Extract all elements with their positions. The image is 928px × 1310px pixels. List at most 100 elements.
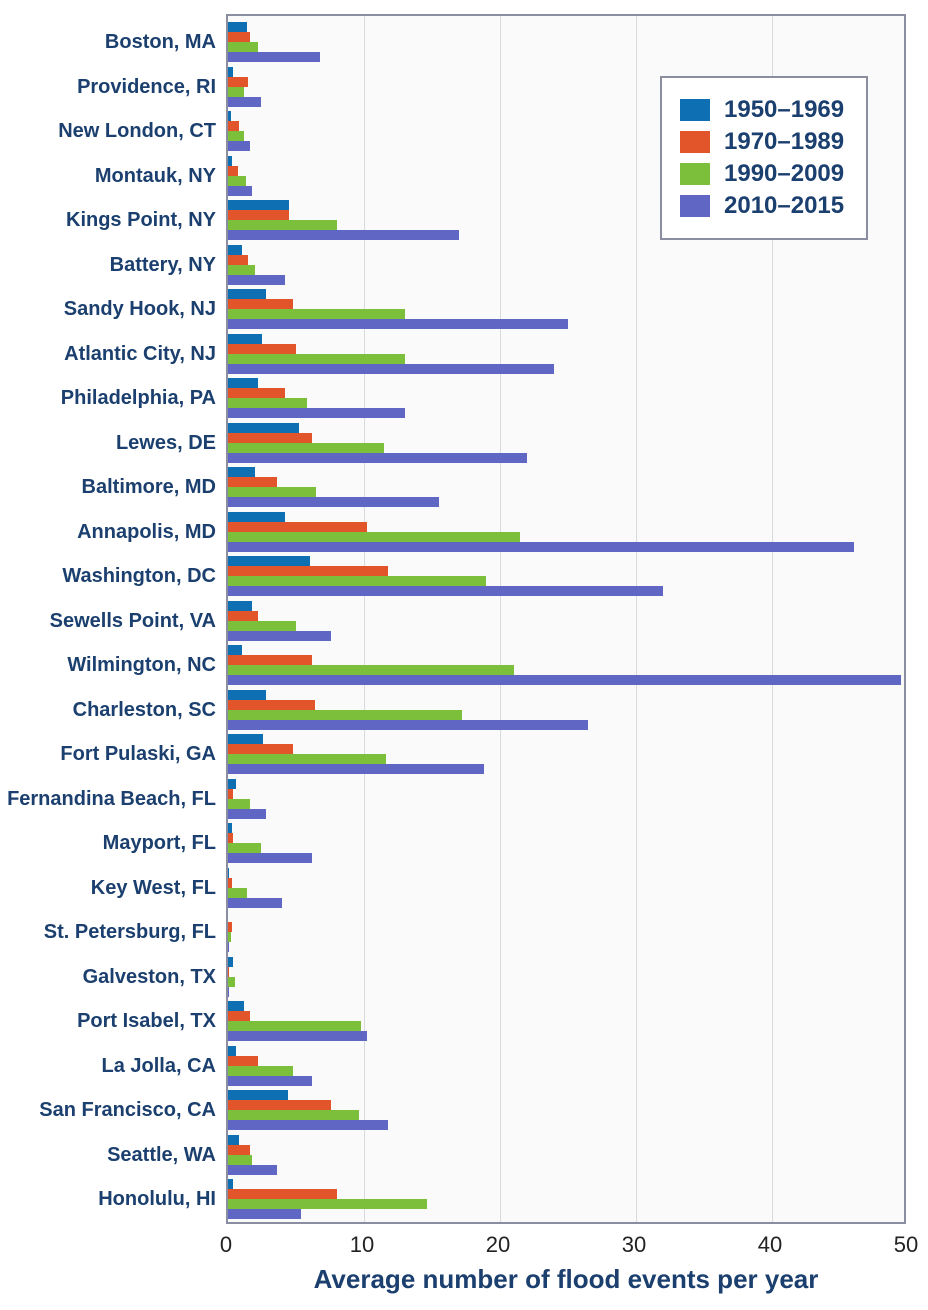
bar — [228, 690, 266, 700]
bar — [228, 1046, 236, 1056]
category-label: Key West, FL — [91, 878, 228, 898]
bar — [228, 477, 277, 487]
bar — [228, 586, 663, 596]
bar — [228, 52, 320, 62]
bar — [228, 1209, 301, 1219]
bar — [228, 77, 248, 87]
bar — [228, 734, 263, 744]
bar — [228, 398, 307, 408]
x-tick-label: 20 — [486, 1232, 510, 1258]
category-label: Sandy Hook, NJ — [64, 299, 228, 319]
bar — [228, 611, 258, 621]
x-tick-label: 10 — [350, 1232, 374, 1258]
bar — [228, 1021, 361, 1031]
bar — [228, 166, 238, 176]
bar — [228, 141, 250, 151]
gridline — [636, 16, 637, 1222]
category-label: San Francisco, CA — [39, 1100, 228, 1120]
category-label: Atlantic City, NJ — [64, 344, 228, 364]
bar — [228, 522, 367, 532]
bar — [228, 566, 388, 576]
bar — [228, 1056, 258, 1066]
bar — [228, 1066, 293, 1076]
legend-swatch — [680, 163, 710, 185]
bar — [228, 878, 232, 888]
bar — [228, 809, 266, 819]
bar — [228, 799, 250, 809]
bar — [228, 289, 266, 299]
legend-swatch — [680, 99, 710, 121]
x-tick-label: 0 — [220, 1232, 232, 1258]
bar — [228, 230, 459, 240]
bar — [228, 497, 439, 507]
bar — [228, 898, 282, 908]
bar — [228, 354, 405, 364]
bar — [228, 556, 310, 566]
category-label: St. Petersburg, FL — [44, 922, 228, 942]
category-label: Mayport, FL — [103, 833, 228, 853]
bar — [228, 1155, 252, 1165]
category-label: New London, CT — [58, 121, 228, 141]
bar — [228, 1179, 233, 1189]
x-tick-label: 30 — [622, 1232, 646, 1258]
bar — [228, 1100, 331, 1110]
category-label: Kings Point, NY — [66, 210, 228, 230]
bar — [228, 843, 261, 853]
bar — [228, 665, 514, 675]
bar — [228, 1076, 312, 1086]
bar — [228, 245, 242, 255]
bar — [228, 97, 261, 107]
bar — [228, 512, 285, 522]
bar — [228, 922, 232, 932]
category-label: Boston, MA — [105, 32, 228, 52]
bar — [228, 977, 235, 987]
bar — [228, 932, 231, 942]
bar — [228, 779, 236, 789]
gridline — [364, 16, 365, 1222]
legend-label: 1990–2009 — [724, 160, 844, 188]
bar — [228, 186, 252, 196]
category-label: Fort Pulaski, GA — [60, 744, 228, 764]
legend-label: 1970–1989 — [724, 128, 844, 156]
bar — [228, 1011, 250, 1021]
category-label: Charleston, SC — [73, 700, 228, 720]
bar — [228, 576, 486, 586]
legend-item: 1990–2009 — [680, 160, 844, 188]
bar — [228, 467, 255, 477]
bar — [228, 645, 242, 655]
bar — [228, 364, 554, 374]
bar — [228, 433, 312, 443]
bar — [228, 423, 299, 433]
bar — [228, 655, 312, 665]
bar — [228, 1120, 388, 1130]
legend-label: 1950–1969 — [724, 96, 844, 124]
bar — [228, 443, 384, 453]
bar — [228, 299, 293, 309]
bar — [228, 675, 901, 685]
bar — [228, 22, 247, 32]
category-label: Philadelphia, PA — [61, 388, 228, 408]
gridline — [500, 16, 501, 1222]
legend-item: 2010–2015 — [680, 192, 844, 220]
bar — [228, 111, 231, 121]
x-axis-title: Average number of flood events per year — [314, 1264, 819, 1295]
category-label: Battery, NY — [110, 255, 228, 275]
bar — [228, 408, 405, 418]
category-label: Port Isabel, TX — [77, 1011, 228, 1031]
bar — [228, 710, 462, 720]
legend-item: 1950–1969 — [680, 96, 844, 124]
bar — [228, 987, 229, 997]
category-label: Providence, RI — [77, 77, 228, 97]
bar — [228, 833, 233, 843]
bar — [228, 275, 285, 285]
category-label: Seattle, WA — [107, 1145, 228, 1165]
bar — [228, 344, 296, 354]
bar — [228, 967, 229, 977]
bar — [228, 532, 520, 542]
bar — [228, 388, 285, 398]
bar — [228, 176, 246, 186]
bar — [228, 542, 854, 552]
bar — [228, 1090, 288, 1100]
x-tick-label: 50 — [894, 1232, 918, 1258]
bar — [228, 334, 262, 344]
